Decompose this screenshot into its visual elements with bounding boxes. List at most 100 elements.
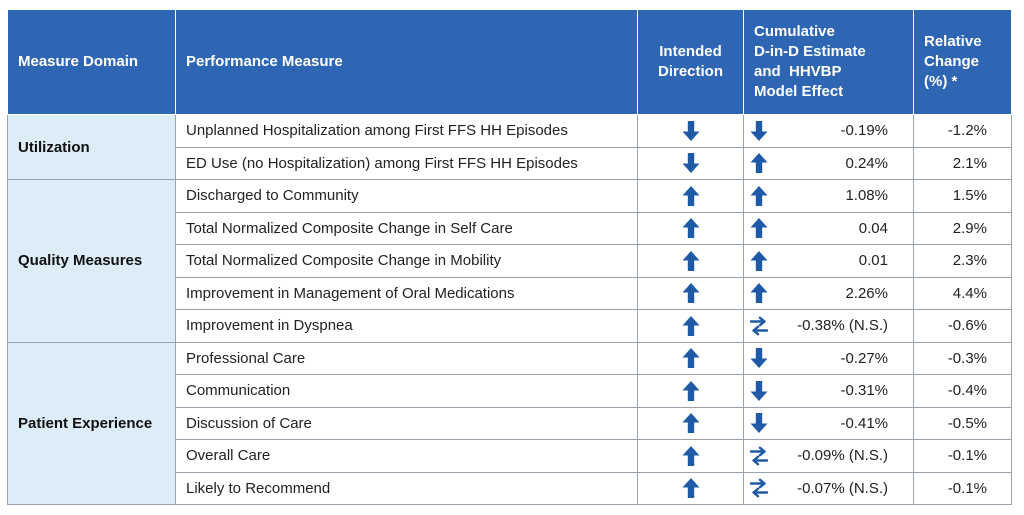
performance-measure-cell: Discharged to Community	[175, 179, 638, 213]
relative-change-cell: -0.1%	[913, 439, 1012, 473]
swap-arrows-icon	[748, 477, 770, 499]
estimate-value: -0.41%	[840, 414, 888, 432]
intended-direction-cell	[637, 341, 744, 375]
header-estimate-line: and HHVBP	[754, 63, 842, 80]
arrow-up-icon	[681, 185, 701, 206]
relative-change-cell: -1.2%	[913, 114, 1012, 148]
relative-change-cell: -0.1%	[913, 471, 1012, 505]
performance-measures-table: Measure Domain Performance Measure Inten…	[7, 9, 1012, 505]
estimate-cell: 0.24%	[743, 146, 914, 180]
estimate-value: -0.07% (N.S.)	[797, 479, 888, 497]
estimate-value: -0.19%	[840, 122, 888, 140]
arrow-up-icon	[681, 315, 701, 336]
results-table-container: Measure Domain Performance Measure Inten…	[7, 9, 1012, 505]
performance-measure-cell: ED Use (no Hospitalization) among First …	[175, 146, 638, 180]
header-performance-measure: Performance Measure	[175, 9, 638, 115]
estimate-cell: -0.38% (N.S.)	[743, 309, 914, 343]
table-row: Likely to Recommend -0.07% (N.S.) -0.1%	[8, 471, 1012, 505]
arrow-up-icon	[748, 217, 770, 239]
intended-direction-cell	[637, 179, 744, 213]
arrow-down-icon	[748, 380, 770, 402]
arrow-down-icon	[681, 120, 701, 141]
arrow-up-icon	[748, 185, 770, 207]
intended-direction-cell	[637, 244, 744, 278]
table-row: ED Use (no Hospitalization) among First …	[8, 146, 1012, 180]
relative-change-cell: 4.4%	[913, 276, 1012, 310]
header-estimate-line: D-in-D Estimate	[754, 43, 866, 60]
estimate-cell: -0.09% (N.S.)	[743, 439, 914, 473]
intended-direction-cell	[637, 309, 744, 343]
estimate-value: -0.31%	[840, 382, 888, 400]
arrow-up-icon	[748, 250, 770, 272]
header-relative-line: Change	[924, 53, 980, 70]
swap-arrows-icon	[748, 315, 770, 337]
arrow-up-icon	[681, 413, 701, 434]
relative-change-cell: 1.5%	[913, 179, 1012, 213]
swap-arrows-icon	[748, 445, 770, 467]
estimate-cell: -0.27%	[743, 341, 914, 375]
header-intended-direction-line: Intended	[659, 43, 722, 60]
performance-measure-cell: Improvement in Management of Oral Medica…	[175, 276, 638, 310]
performance-measure-cell: Likely to Recommend	[175, 471, 638, 505]
estimate-value: 0.01	[858, 252, 888, 270]
arrow-down-icon	[748, 412, 770, 434]
arrow-up-icon	[748, 282, 770, 304]
estimate-value: 1.08%	[845, 187, 888, 205]
measure-domain-cell: Quality Measures	[7, 179, 176, 343]
measure-domain-cell: Patient Experience	[7, 341, 176, 505]
arrow-up-icon	[681, 283, 701, 304]
intended-direction-cell	[637, 439, 744, 473]
relative-change-cell: -0.3%	[913, 341, 1012, 375]
header-relative-line: (%) *	[924, 73, 958, 90]
table-row: Discussion of Care -0.41% -0.5%	[8, 406, 1012, 440]
header-estimate-line: Cumulative	[754, 23, 835, 40]
estimate-cell: -0.31%	[743, 374, 914, 408]
intended-direction-cell	[637, 276, 744, 310]
estimate-cell: 2.26%	[743, 276, 914, 310]
estimate-value: -0.27%	[840, 349, 888, 367]
performance-measure-cell: Unplanned Hospitalization among First FF…	[175, 114, 638, 148]
header-row: Measure Domain Performance Measure Inten…	[7, 9, 1012, 115]
header-intended-direction-line: Direction	[657, 63, 723, 80]
arrow-down-icon	[748, 347, 770, 369]
estimate-value: 0.24%	[845, 154, 888, 172]
estimate-cell: 0.04	[743, 211, 914, 245]
relative-change-cell: -0.4%	[913, 374, 1012, 408]
performance-measure-cell: Total Normalized Composite Change in Mob…	[175, 244, 638, 278]
arrow-up-icon	[748, 152, 770, 174]
estimate-value: 2.26%	[845, 284, 888, 302]
estimate-cell: 1.08%	[743, 179, 914, 213]
arrow-up-icon	[681, 218, 701, 239]
performance-measure-cell: Improvement in Dyspnea	[175, 309, 638, 343]
table-body: Utilization Unplanned Hospitalization amo…	[7, 114, 1012, 505]
performance-measure-cell: Discussion of Care	[175, 406, 638, 440]
performance-measure-cell: Communication	[175, 374, 638, 408]
intended-direction-cell	[637, 374, 744, 408]
arrow-up-icon	[681, 348, 701, 369]
arrow-up-icon	[681, 250, 701, 271]
estimate-cell: -0.07% (N.S.)	[743, 471, 914, 505]
header-measure-domain: Measure Domain	[7, 9, 176, 115]
arrow-up-icon	[681, 478, 701, 499]
measure-domain-cell: Utilization	[7, 114, 176, 180]
estimate-value: -0.09% (N.S.)	[797, 447, 888, 465]
intended-direction-cell	[637, 114, 744, 148]
arrow-up-icon	[681, 445, 701, 466]
intended-direction-cell	[637, 471, 744, 505]
relative-change-cell: -0.5%	[913, 406, 1012, 440]
header-relative-line: Relative	[924, 33, 982, 50]
intended-direction-cell	[637, 406, 744, 440]
estimate-cell: 0.01	[743, 244, 914, 278]
table-row: Communication -0.31% -0.4%	[8, 374, 1012, 408]
header-intended-direction: Intended Direction	[637, 9, 744, 115]
header-estimate-line: Model Effect	[754, 83, 844, 100]
table-header: Measure Domain Performance Measure Inten…	[7, 9, 1012, 115]
performance-measure-cell: Professional Care	[175, 341, 638, 375]
relative-change-cell: 2.9%	[913, 211, 1012, 245]
estimate-cell: -0.19%	[743, 114, 914, 148]
relative-change-cell: 2.3%	[913, 244, 1012, 278]
table-row: Patient Experience Professional Care -0.27…	[7, 341, 1012, 505]
table-row: Total Normalized Composite Change in Sel…	[8, 211, 1012, 245]
arrow-down-icon	[681, 153, 701, 174]
table-row: Quality Measures Discharged to Community 1…	[7, 179, 1012, 343]
